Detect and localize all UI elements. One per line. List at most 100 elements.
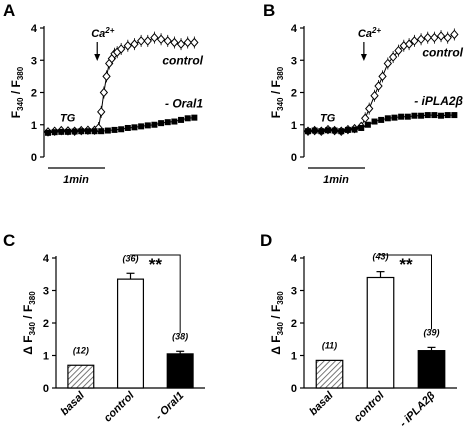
ca-label-text: Ca (91, 28, 105, 40)
data-point (143, 36, 152, 46)
series-label: - iPLA2β (414, 94, 463, 108)
y-title-sep: / F (269, 80, 283, 97)
data-point (51, 129, 58, 136)
data-point (451, 112, 458, 119)
data-point (383, 58, 392, 69)
y-title-main: F (9, 111, 23, 118)
y-title-sub2: 380 (276, 66, 285, 80)
y-tick-label: 2 (31, 88, 37, 100)
category-label: control (352, 389, 388, 425)
ca-arrow-head (360, 54, 367, 61)
significance-bracket (380, 253, 432, 330)
data-point (183, 37, 192, 48)
data-point (418, 112, 425, 119)
data-point (370, 90, 379, 101)
y-title-main: F (269, 111, 283, 118)
y-tick-label: 1 (43, 351, 49, 363)
data-point (398, 113, 405, 120)
panel-A: A 0 1 2 3 4 F340 / F380 control - Oral1 TG 1min Ca2… (3, 1, 204, 186)
significance-marker: ** (399, 255, 413, 274)
data-point (98, 128, 105, 135)
data-point (102, 71, 111, 82)
y-title-sub1: 340 (276, 97, 285, 111)
bar-oral1 (166, 353, 194, 389)
y-tick-label: 0 (43, 383, 49, 395)
significance-marker: ** (149, 255, 163, 274)
data-point (91, 128, 98, 135)
data-point (171, 118, 178, 125)
n-label: (39) (423, 327, 439, 337)
y-tick-label: 4 (43, 253, 50, 265)
bar-control (366, 276, 395, 389)
data-point (71, 128, 78, 135)
y-title-sub2: 380 (276, 291, 285, 305)
tg-label: TG (320, 113, 336, 125)
panel-label-D: D (260, 231, 272, 250)
data-point (331, 127, 338, 134)
data-point (358, 124, 365, 131)
data-point (424, 112, 431, 119)
y-title-sub1: 340 (16, 97, 25, 111)
y-title-sub2: 380 (16, 66, 25, 80)
y-title-sep: / F (9, 80, 23, 97)
data-point (191, 114, 198, 121)
bar-basal (315, 359, 344, 389)
data-point (64, 128, 71, 135)
data-point (151, 121, 158, 128)
data-point (318, 128, 325, 135)
data-point (190, 37, 199, 48)
data-point (123, 40, 132, 51)
series-label: control (162, 54, 203, 68)
data-point (117, 44, 126, 54)
category-label: - Oral1 (153, 390, 186, 423)
data-point (97, 107, 106, 117)
data-point (163, 36, 172, 46)
n-label: (43) (372, 252, 388, 262)
data-point (158, 120, 165, 127)
y-tick-label: 3 (291, 55, 297, 67)
n-label: (12) (73, 345, 89, 355)
y-tick-label: 2 (43, 318, 49, 330)
data-point (423, 32, 432, 43)
data-point (124, 124, 131, 131)
y-tick-label: 0 (291, 383, 297, 395)
category-label: - iPLA2β (398, 390, 438, 430)
data-point (305, 128, 311, 135)
data-point (78, 128, 85, 135)
ca-arrow-head (94, 54, 101, 61)
data-point (410, 36, 419, 46)
data-point (170, 37, 179, 48)
data-point (344, 126, 351, 133)
data-point (351, 126, 358, 133)
data-point (378, 116, 385, 123)
n-label: (36) (122, 253, 138, 263)
data-point (99, 87, 109, 98)
data-point (104, 127, 111, 134)
y-title-prefix: Δ F (21, 335, 35, 354)
scale-bar-label: 1min (323, 174, 349, 186)
data-point (431, 112, 438, 119)
y-tick-label: 3 (43, 286, 49, 298)
data-point (118, 126, 125, 133)
y-tick-label: 2 (291, 318, 297, 330)
series-treated (305, 112, 458, 135)
panel-D: D 0 1 2 3 4 Δ F340 / F380 (11) basal (43) control (… (260, 231, 457, 430)
data-point (361, 113, 370, 124)
y-tick-label: 1 (291, 120, 297, 132)
bar-basal (67, 364, 95, 389)
y-axis-title: Δ F340 / F380 (21, 291, 37, 355)
data-point (178, 116, 185, 123)
y-tick-label: 3 (31, 55, 37, 67)
data-point (430, 32, 439, 43)
panel-B: B 0 1 2 3 4 F340 / F380 control - iPLA2β TG 1min Ca… (263, 1, 464, 186)
data-point (365, 103, 374, 114)
data-point (111, 126, 118, 133)
bar-control (116, 278, 145, 389)
data-point (371, 118, 378, 125)
data-point (384, 115, 391, 122)
y-axis-title: F340 / F380 (269, 66, 285, 118)
data-point (404, 39, 414, 49)
data-point (436, 31, 446, 41)
data-point (311, 127, 318, 134)
